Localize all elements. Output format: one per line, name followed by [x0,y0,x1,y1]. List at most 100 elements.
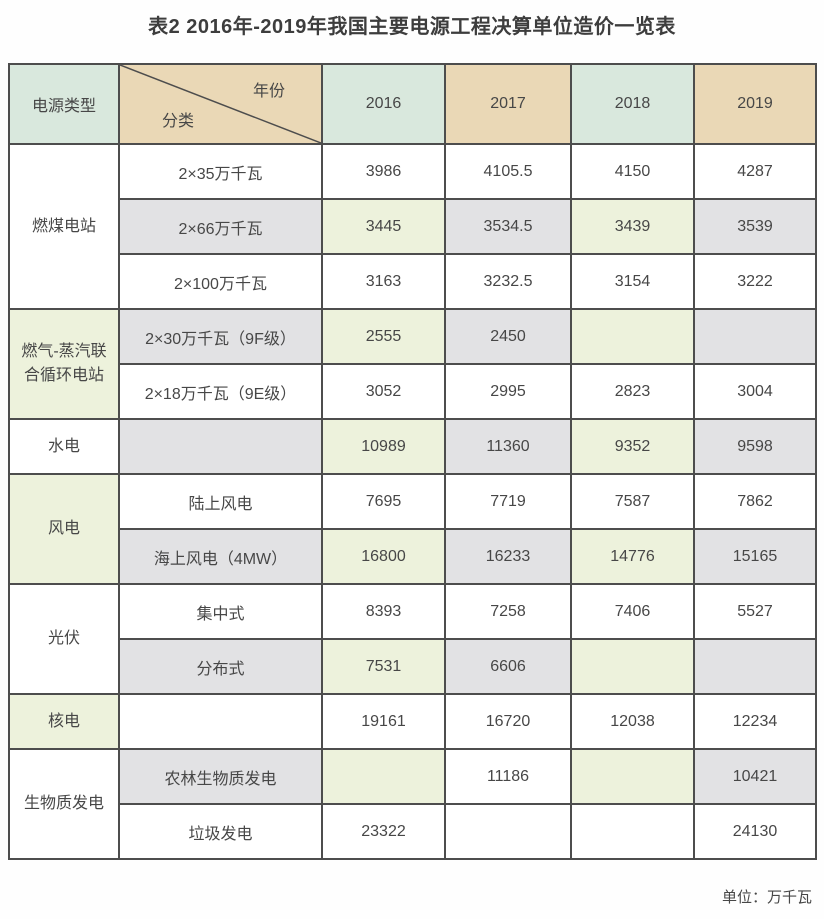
value-cell [570,638,695,695]
value-cell: 16720 [444,693,572,750]
diagonal-line [121,66,320,142]
category-cell: 2×30万千瓦（9F级） [118,308,323,365]
header-row: 电源类型 年份 分类 2016 2017 2018 2019 [8,63,817,145]
value-cell: 8393 [321,583,446,640]
unit-note: 单位：万千瓦 [721,889,812,906]
value-cell: 2555 [321,308,446,365]
value-cell: 3154 [570,253,695,310]
value-cell: 3232.5 [444,253,572,310]
value-cell: 16800 [321,528,446,585]
header-year-2016: 2016 [321,63,446,145]
value-cell: 10421 [693,748,817,805]
group-cell: 燃煤电站 [8,143,120,310]
value-cell [693,638,817,695]
value-cell: 3534.5 [444,198,572,255]
value-cell: 3004 [693,363,817,420]
header-power-type: 电源类型 [8,63,120,145]
value-cell: 12038 [570,693,695,750]
header-year-2019: 2019 [693,63,817,145]
category-cell: 2×100万千瓦 [118,253,323,310]
table-row: 风电 陆上风电 7695 7719 7587 7862 [8,473,817,585]
value-cell: 9352 [570,418,695,475]
value-cell: 23322 [321,803,446,860]
table-row: 生物质发电 农林生物质发电 11186 10421 [8,748,817,860]
value-cell: 11186 [444,748,572,805]
table-row: 水电 10989 11360 9352 9598 [8,418,817,475]
category-cell: 2×35万千瓦 [118,143,323,200]
table-row: 核电 19161 16720 12038 12234 [8,693,817,750]
table-row: 海上风电（4MW） 16800 16233 14776 15165 [9,528,817,585]
table-row: 光伏 集中式 8393 7258 7406 5527 [8,583,817,695]
table-title: 表2 2016年-2019年我国主要电源工程决算单位造价一览表 [148,16,676,38]
header-category-axis-label: 分类 [162,113,195,130]
value-cell [444,803,572,860]
value-cell: 7258 [444,583,572,640]
value-cell: 14776 [570,528,695,585]
value-cell: 2450 [444,308,572,365]
category-cell: 集中式 [118,583,323,640]
value-cell: 3439 [570,198,695,255]
value-cell [693,308,817,365]
group-cell: 生物质发电 [8,748,120,860]
value-cell: 7531 [321,638,446,695]
category-cell [118,418,323,475]
table-body: 燃煤电站 2×35万千瓦 3986 4105.5 4150 4287 2×66万千瓦 3445… [8,143,817,860]
value-cell: 9598 [693,418,817,475]
value-cell: 16233 [444,528,572,585]
value-cell: 3222 [693,253,817,310]
header-diagonal-cell: 年份 分类 [118,63,323,145]
value-cell: 5527 [693,583,817,640]
value-cell: 10989 [321,418,446,475]
value-cell: 11360 [444,418,572,475]
category-cell: 2×18万千瓦（9E级） [118,363,323,420]
cost-table: 电源类型 年份 分类 2016 2017 2018 2019 燃煤电站 2×35万… [8,63,817,860]
value-cell [570,748,695,805]
group-cell: 燃气-蒸汽联合循环电站 [8,308,120,420]
group-cell: 光伏 [8,583,120,695]
value-cell: 15165 [693,528,817,585]
value-cell: 19161 [321,693,446,750]
group-cell: 风电 [8,473,120,585]
value-cell: 7862 [693,473,817,530]
value-cell: 12234 [693,693,817,750]
table-row: 2×100万千瓦 3163 3232.5 3154 3222 [9,253,817,310]
value-cell: 2995 [444,363,572,420]
value-cell: 24130 [693,803,817,860]
value-cell [570,803,695,860]
value-cell: 7406 [570,583,695,640]
category-cell: 海上风电（4MW） [118,528,323,585]
category-cell: 分布式 [118,638,323,695]
value-cell: 4105.5 [444,143,572,200]
value-cell: 3052 [321,363,446,420]
value-cell [321,748,446,805]
category-cell: 陆上风电 [118,473,323,530]
value-cell: 3539 [693,198,817,255]
value-cell [570,308,695,365]
value-cell: 7719 [444,473,572,530]
header-year-2017: 2017 [444,63,572,145]
category-cell: 2×66万千瓦 [118,198,323,255]
table-row: 垃圾发电 23322 24130 [9,803,817,860]
value-cell: 4150 [570,143,695,200]
value-cell: 2823 [570,363,695,420]
group-cell: 核电 [8,693,120,750]
value-cell: 6606 [444,638,572,695]
value-cell: 3163 [321,253,446,310]
value-cell: 3986 [321,143,446,200]
table-row: 2×66万千瓦 3445 3534.5 3439 3539 [9,198,817,255]
table-row: 2×18万千瓦（9E级） 3052 2995 2823 3004 [9,363,817,420]
header-year-axis-label: 年份 [252,83,285,100]
group-cell: 水电 [8,418,120,475]
header-year-2018: 2018 [570,63,695,145]
value-cell: 4287 [693,143,817,200]
table-row: 分布式 7531 6606 [9,638,817,695]
category-cell: 农林生物质发电 [118,748,323,805]
value-cell: 3445 [321,198,446,255]
category-cell [118,693,323,750]
value-cell: 7587 [570,473,695,530]
table-row: 燃气-蒸汽联合循环电站 2×30万千瓦（9F级） 2555 2450 [8,308,817,420]
table-row: 燃煤电站 2×35万千瓦 3986 4105.5 4150 4287 [8,143,817,310]
category-cell: 垃圾发电 [118,803,323,860]
value-cell: 7695 [321,473,446,530]
